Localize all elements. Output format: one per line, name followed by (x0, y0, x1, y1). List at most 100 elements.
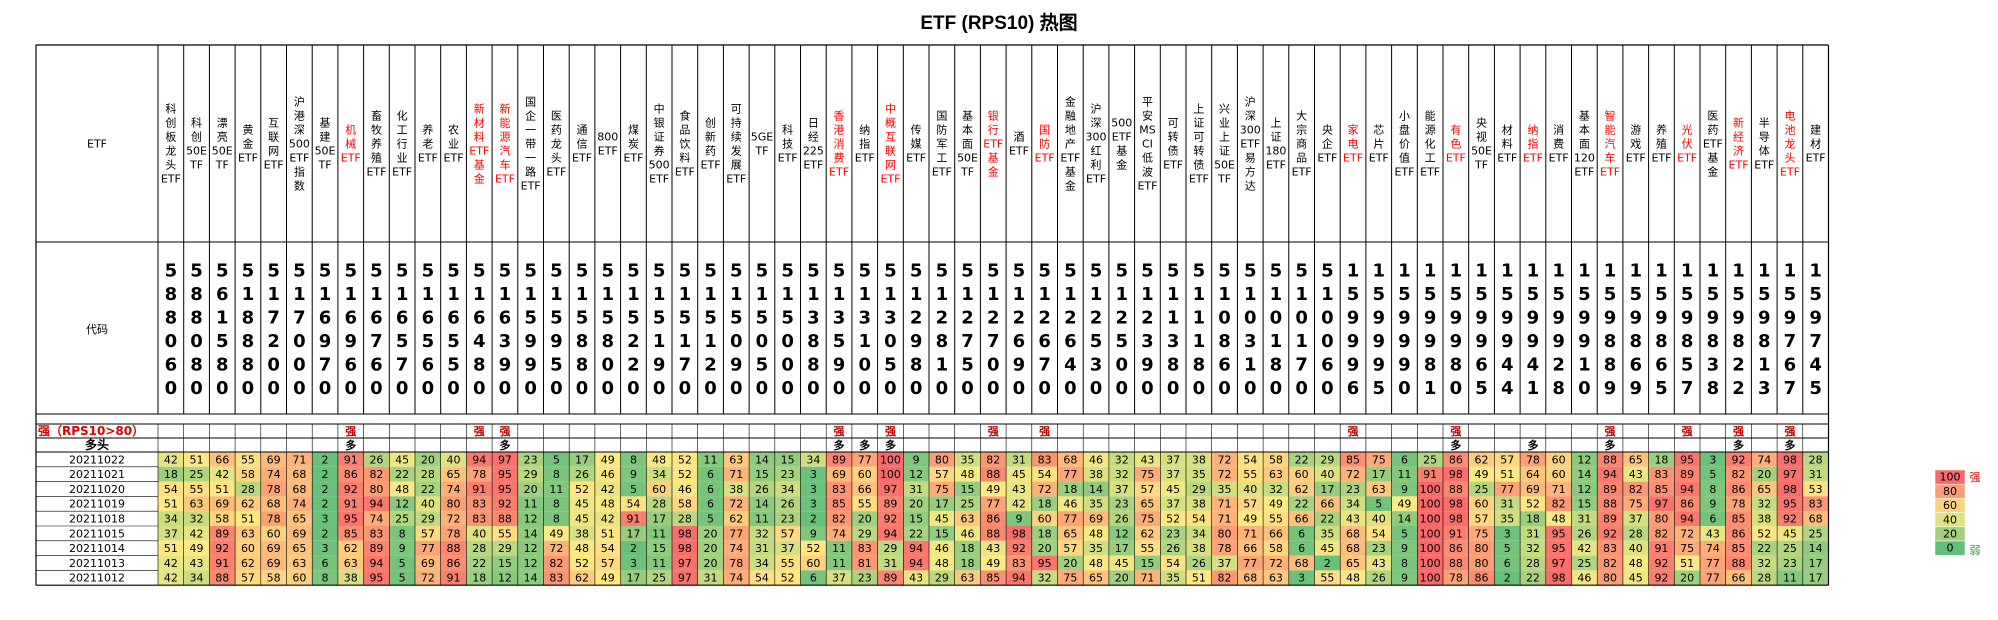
etf-name-label: 央企 ETF (1317, 124, 1337, 165)
heat-cell (517, 526, 544, 541)
heat-cell (877, 452, 904, 467)
heat-cell-value: 20 (1063, 557, 1077, 570)
heat-cell-value: 71 (1243, 527, 1257, 540)
etf-name-label: 上证 180 ETF (1265, 117, 1286, 172)
heat-cell-value: 32 (1757, 557, 1771, 570)
heat-cell-value: 100 (880, 453, 901, 466)
heat-cell (260, 452, 287, 467)
heat-cell-value: 14 (755, 453, 769, 466)
heat-cell-value: 29 (883, 542, 897, 555)
heat-cell-value: 40 (1243, 483, 1257, 496)
heat-cell (1108, 466, 1135, 482)
heat-cell-value: 48 (1629, 557, 1643, 570)
etf-name-label: 有色 ETF (1446, 123, 1466, 165)
heat-cell (286, 555, 313, 571)
heat-cell-value: 32 (1038, 572, 1052, 585)
heat-cell-value: 40 (447, 453, 461, 466)
heat-cell-value: 22 (909, 527, 923, 540)
heat-cell-value: 22 (472, 557, 486, 570)
heat-cell (1186, 540, 1212, 556)
heat-cell (1468, 570, 1495, 586)
etf-name-label: 漂亮 50E TF (212, 117, 233, 172)
heat-cell-value: 34 (1192, 527, 1206, 540)
heat-cell-value: 74 (369, 513, 383, 526)
heat-cell-value: 38 (1757, 513, 1771, 526)
heat-cell (1160, 466, 1186, 482)
heat-cell-value: 11 (652, 557, 666, 570)
heat-cell (1211, 452, 1238, 467)
heat-cell (1108, 452, 1135, 467)
heat-cell (929, 526, 955, 541)
etf-name-label: 新经济 ETF (1729, 116, 1749, 172)
heat-cell-value: 35 (1320, 527, 1334, 540)
heat-cell (1777, 481, 1803, 497)
heat-cell (1160, 526, 1186, 541)
heat-cell (569, 511, 595, 526)
heat-cell (1031, 481, 1058, 497)
heat-cell-value: 43 (1372, 557, 1386, 570)
heat-cell (1725, 526, 1752, 541)
heat-cell (1751, 570, 1778, 586)
heat-cell (1674, 466, 1700, 482)
heat-cell-value: 20 (704, 527, 718, 540)
heat-cell-value: 3 (1709, 453, 1716, 466)
heat-cell-value: 85 (986, 572, 1000, 585)
heat-cell-value: 80 (1654, 513, 1668, 526)
heat-cell-value: 54 (1038, 468, 1052, 481)
heat-cell-value: 32 (1757, 498, 1771, 511)
heat-cell-value: 38 (1192, 542, 1206, 555)
heat-cell-value: 94 (1603, 468, 1617, 481)
heat-cell (1725, 511, 1752, 526)
heat-cell-value: 68 (292, 483, 306, 496)
heat-cell-value: 62 (1140, 527, 1154, 540)
heat-cell-value: 55 (1269, 513, 1283, 526)
heat-cell-value: 86 (1449, 453, 1463, 466)
heat-cell (1083, 570, 1109, 586)
heat-cell (543, 540, 570, 556)
heat-cell-value: 18 (1063, 483, 1077, 496)
heat-cell-value: 14 (755, 498, 769, 511)
heat-cell-value: 57 (1243, 498, 1257, 511)
heat-cell (954, 540, 981, 556)
heat-cell-value: 62 (575, 572, 589, 585)
heat-cell-value: 98 (1552, 572, 1566, 585)
heat-cell (235, 555, 261, 571)
heat-cell (1134, 452, 1161, 467)
heat-cell-value: 25 (652, 572, 666, 585)
heat-cell (851, 481, 878, 497)
heat-cell-value: 71 (1218, 498, 1232, 511)
heat-cell (492, 570, 518, 586)
legend-strong-label: 强 (1970, 471, 1981, 484)
heat-cell-value: 26 (755, 483, 769, 496)
etf-name-label: 电池龙头 ETF (1780, 110, 1800, 179)
heat-cell (1263, 496, 1289, 512)
heat-cell-value: 5 (1401, 527, 1408, 540)
heat-cell-value: 65 (292, 542, 306, 555)
heat-cell (800, 452, 827, 467)
heat-cell-value: 49 (1475, 468, 1489, 481)
heat-cell (1648, 526, 1675, 541)
heat-cell-value: 22 (1757, 542, 1771, 555)
heat-cell-value: 62 (241, 557, 255, 570)
heat-cell (646, 511, 672, 526)
heat-cell (158, 570, 184, 586)
heat-cell (1314, 452, 1341, 467)
heat-cell (646, 540, 672, 556)
heat-cell (877, 555, 904, 571)
heat-cell-value: 48 (935, 557, 949, 570)
heat-cell (1288, 481, 1315, 497)
heat-cell (1134, 496, 1161, 512)
heat-cell-value: 35 (1218, 483, 1232, 496)
heat-cell (312, 481, 338, 497)
heat-cell-value: 29 (935, 572, 949, 585)
heat-cell (1468, 555, 1495, 571)
heat-cell-value: 25 (1809, 527, 1823, 540)
heat-cell-value: 88 (215, 572, 229, 585)
